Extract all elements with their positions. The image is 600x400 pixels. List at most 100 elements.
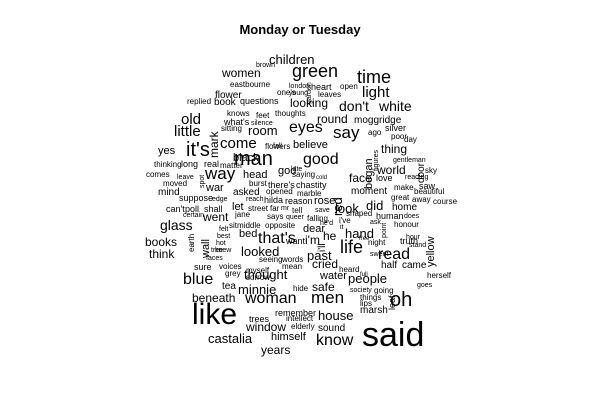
cloud-word: read: [378, 246, 411, 263]
cloud-word: thoughts: [275, 109, 306, 118]
cloud-word: grey: [225, 269, 241, 278]
cloud-word: women: [222, 66, 261, 80]
cloud-word: window: [246, 320, 287, 334]
cloud-word: man: [234, 148, 273, 170]
cloud-word: way: [205, 164, 236, 183]
cloud-word: hour: [406, 234, 421, 241]
cloud-word: sound: [318, 323, 346, 334]
cloud-word: long: [181, 159, 199, 169]
cloud-word: felt: [219, 226, 229, 233]
cloud-word: ask: [370, 219, 381, 226]
cloud-word: old: [181, 111, 202, 128]
cloud-word: flowers: [265, 142, 291, 151]
cloud-word: tree: [211, 247, 224, 254]
cloud-word: jane: [235, 210, 251, 219]
cloud-word: reason: [285, 196, 313, 206]
cloud-word: poor: [391, 132, 408, 141]
cloud-word: himself: [271, 331, 306, 343]
cloud-word: looked: [241, 244, 280, 259]
cloud-word: face: [349, 171, 372, 185]
cloud-word: does: [404, 213, 420, 220]
cloud-word: mr: [281, 205, 290, 212]
cloud-word: i've: [339, 216, 351, 225]
cloud-word: head: [243, 169, 268, 181]
cloud-word: stand: [409, 242, 427, 249]
cloud-word: saying: [292, 170, 316, 179]
cloud-word: book: [214, 97, 236, 108]
cloud-word: intellect: [286, 314, 314, 323]
cloud-word: say: [333, 123, 360, 142]
cloud-word: water: [320, 270, 347, 282]
cloud-word: replied: [187, 97, 212, 106]
cloud-word: questions: [240, 96, 279, 106]
cloud-word: sorrow: [246, 273, 271, 282]
cloud-word: years: [261, 343, 291, 357]
cloud-word: truth: [400, 236, 419, 246]
cloud-word: day: [404, 135, 417, 144]
cloud-word: garden: [306, 82, 313, 104]
cloud-word: hot: [216, 240, 226, 247]
cloud-word: best: [217, 233, 231, 240]
cloud-word: words: [282, 255, 304, 264]
cloud-word: tea: [222, 281, 236, 292]
cloud-word: figures: [373, 149, 380, 171]
cloud-word: can't: [166, 204, 185, 214]
cloud-word: like: [192, 298, 238, 331]
cloud-word: falling: [307, 214, 328, 223]
cloud-word: round: [317, 112, 348, 126]
cloud-word: yellow: [425, 236, 437, 267]
cloud-word: eastbourne: [230, 80, 271, 89]
cloud-word: things: [360, 293, 382, 302]
cloud-word: sit: [229, 221, 237, 230]
cloud-word: burst: [249, 179, 267, 188]
cloud-word: moggridge: [354, 115, 402, 126]
cloud-word: black: [233, 152, 259, 164]
cloud-word: men: [311, 288, 345, 307]
cloud-word: says: [267, 212, 284, 221]
cloud-word: seeing: [259, 255, 283, 264]
cloud-word: leave: [177, 174, 194, 181]
cloud-word: saw: [419, 181, 436, 191]
cloud-word: fall: [273, 143, 282, 150]
cloud-word: goes: [417, 282, 433, 289]
cloud-word: it's: [186, 139, 210, 161]
cloud-word: mind: [158, 187, 180, 198]
cloud-word: beautiful: [414, 187, 445, 196]
cloud-word: look: [335, 201, 359, 216]
cloud-word: sky: [425, 166, 437, 175]
cloud-word: society: [350, 287, 372, 294]
cloud-word: light: [362, 84, 390, 101]
cloud-word: shall: [204, 204, 223, 214]
cloud-word: leaves: [318, 90, 342, 99]
cloud-word: there's: [268, 180, 295, 190]
cloud-word: reading: [405, 174, 429, 181]
cloud-word: gentleman: [393, 157, 426, 164]
cloud-word: thing: [381, 142, 408, 156]
cloud-word: marble: [297, 189, 322, 198]
cloud-word: people: [348, 271, 388, 286]
cloud-word: full: [360, 272, 368, 278]
cloud-word: he'd: [320, 220, 334, 227]
cloud-word: don't: [339, 98, 369, 114]
cloud-word: brown: [256, 62, 276, 69]
cloud-word: half: [381, 260, 398, 271]
cloud-word: safe: [312, 280, 335, 294]
cloud-word: oh: [390, 289, 413, 311]
cloud-word: moment: [351, 186, 388, 197]
cloud-word: asked: [233, 187, 260, 198]
cloud-word: good: [303, 151, 339, 168]
cloud-word: lips: [360, 299, 373, 308]
cloud-word: blue: [183, 271, 214, 288]
cloud-word: honour: [394, 220, 419, 229]
cloud-word: rose: [314, 195, 336, 207]
cloud-word: hilda: [264, 195, 284, 205]
cloud-word: did: [366, 198, 384, 213]
cloud-word: beneath: [192, 291, 236, 305]
cloud-word: young: [289, 90, 309, 97]
cloud-word: human: [376, 211, 404, 221]
cloud-word: ago: [368, 128, 382, 137]
cloud-word: yes: [158, 145, 176, 157]
cloud-word: leaf: [387, 295, 397, 310]
cloud-word: elderly: [291, 322, 315, 331]
